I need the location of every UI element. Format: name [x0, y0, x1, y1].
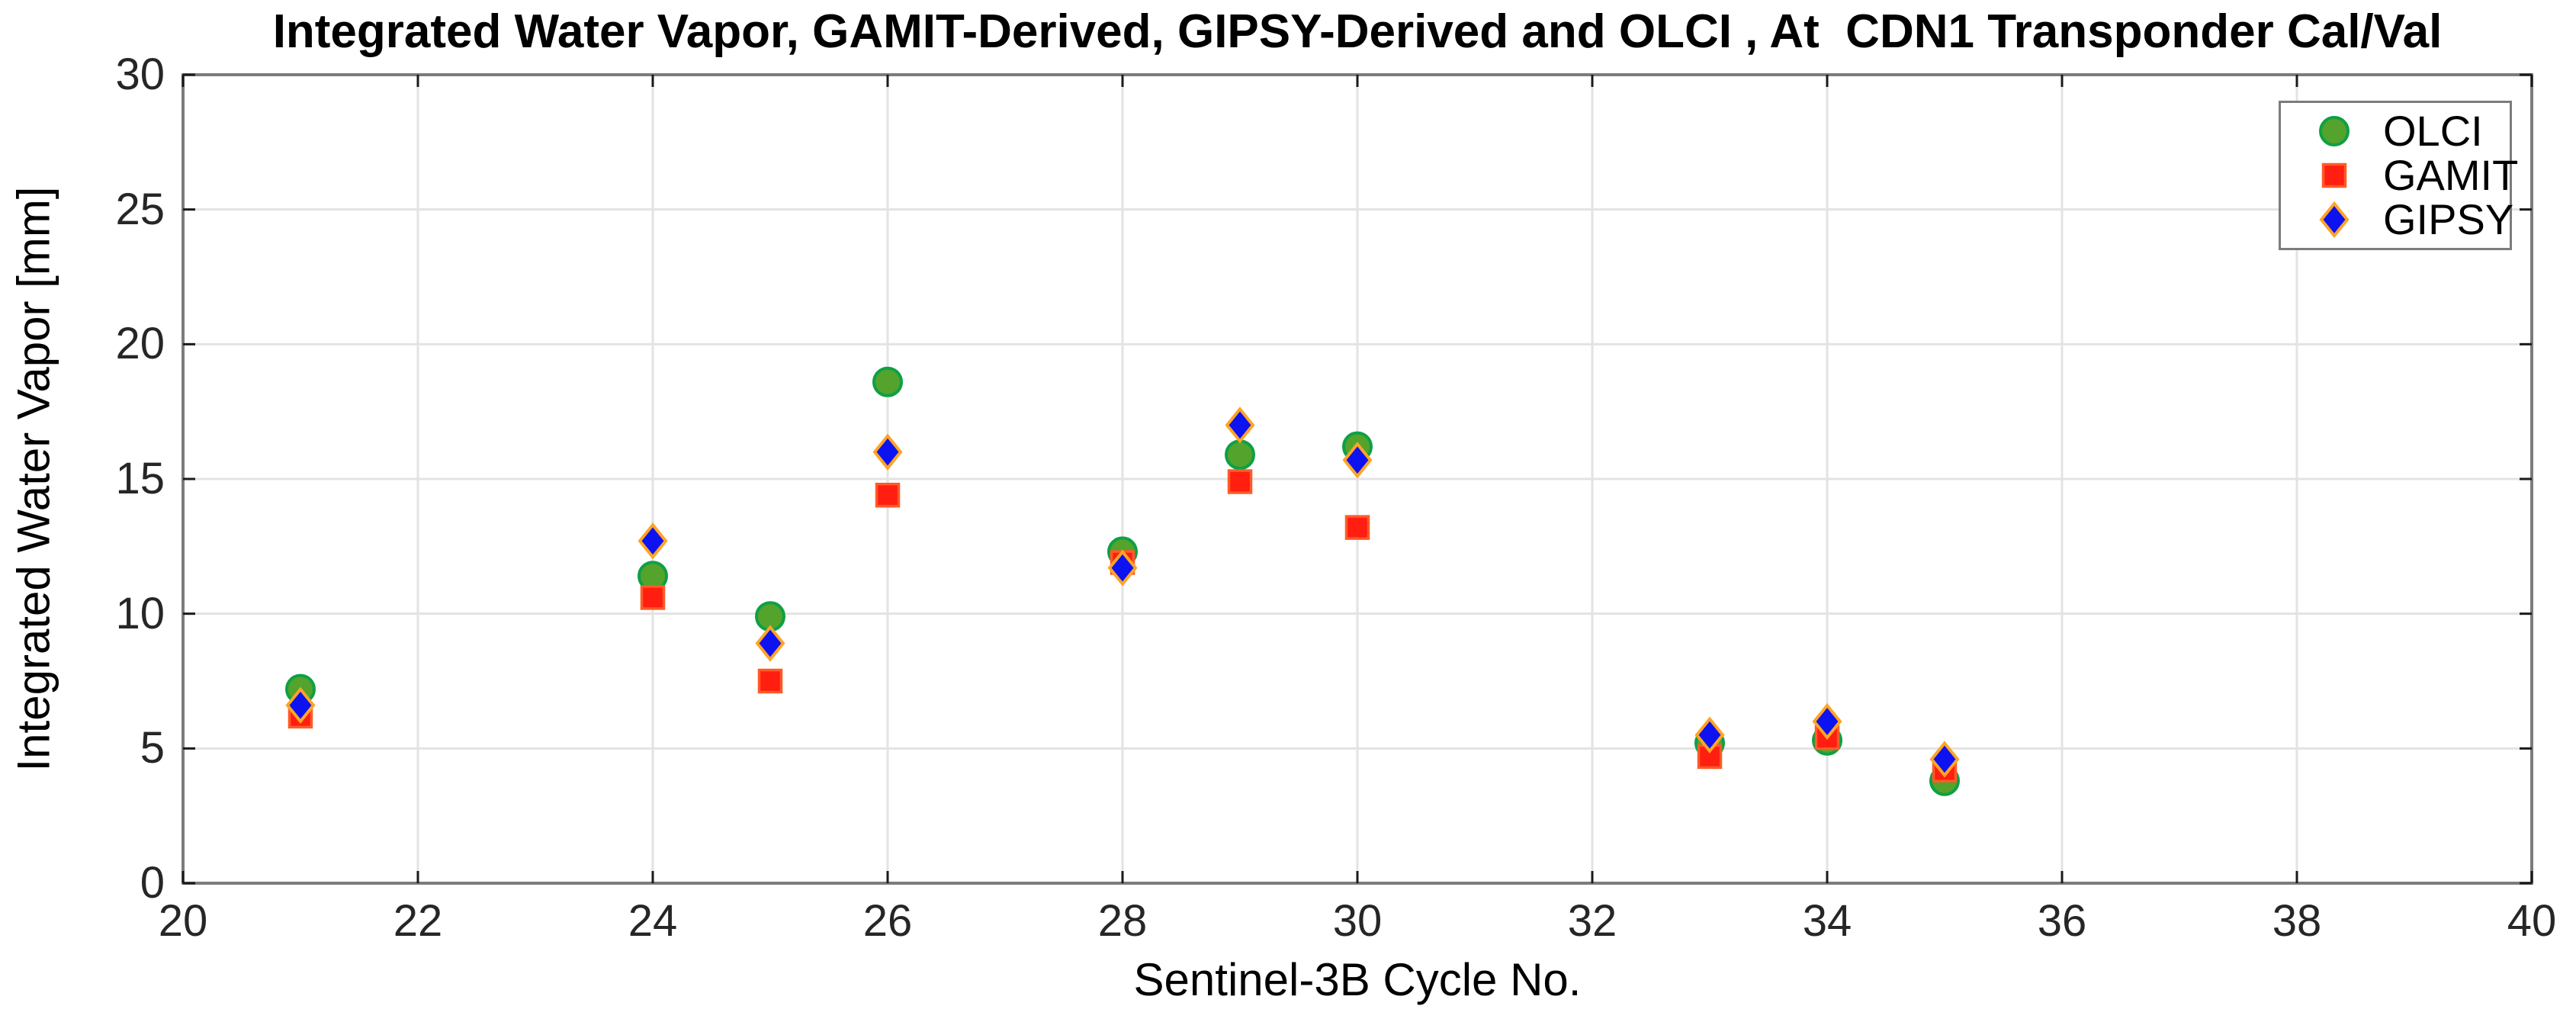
circle-marker-glyph: [2319, 116, 2350, 146]
legend: OLCI GAMIT GIPSY: [2279, 101, 2518, 250]
x-tick-label: 36: [2037, 896, 2087, 946]
data-point-gipsy: [1225, 407, 1255, 444]
legend-label: GIPSY: [2383, 195, 2514, 243]
x-tick-label: 20: [158, 896, 208, 946]
x-tick-label: 32: [1567, 896, 1617, 946]
plot-area: [181, 73, 2533, 885]
y-tick-label: 5: [140, 723, 165, 773]
x-tick-label: 22: [393, 896, 443, 946]
data-point-gamit: [1344, 515, 1370, 540]
y-tick-label: 0: [140, 858, 165, 908]
x-tick-label: 26: [862, 896, 913, 946]
data-point-gamit: [640, 585, 666, 610]
x-tick-label: 24: [628, 896, 678, 946]
data-point-gamit: [875, 482, 901, 508]
data-point-gipsy: [1694, 716, 1725, 754]
x-tick-label: 38: [2272, 896, 2322, 946]
data-point-gipsy: [1812, 702, 1842, 741]
data-point-olci: [872, 366, 903, 397]
data-point-gipsy: [1342, 442, 1373, 479]
data-point-gipsy: [285, 686, 316, 724]
y-tick-label: 30: [115, 50, 165, 100]
data-point-gipsy: [1107, 549, 1138, 587]
legend-item-gipsy: GIPSY: [2281, 195, 2514, 243]
data-point-gipsy: [638, 522, 668, 560]
chart-title: Integrated Water Vapor, GAMIT-Derived, G…: [272, 5, 2443, 58]
data-point-olci: [1225, 439, 1255, 471]
data-point-gipsy: [872, 433, 903, 471]
diamond-marker-glyph: [2319, 201, 2350, 239]
x-tick-label: 40: [2507, 896, 2557, 946]
data-point-gamit: [757, 668, 783, 694]
x-tick-label: 30: [1332, 896, 1383, 946]
x-tick-label: 34: [1802, 896, 1852, 946]
legend-label: OLCI: [2383, 107, 2483, 155]
x-tick-label: 28: [1097, 896, 1148, 946]
legend-item-olci: OLCI: [2281, 109, 2510, 153]
data-point-gipsy: [1929, 741, 1960, 778]
y-tick-label: 25: [115, 184, 165, 234]
y-tick-label: 15: [115, 454, 165, 504]
legend-item-gamit: GAMIT: [2281, 153, 2518, 198]
y-tick-label: 20: [115, 319, 165, 369]
y-tick-label: 10: [115, 588, 165, 638]
legend-label: GAMIT: [2383, 151, 2519, 199]
data-point-gipsy: [755, 625, 785, 662]
data-point-gamit: [1227, 469, 1253, 494]
square-marker-glyph: [2321, 162, 2347, 188]
square-marker-icon: [2321, 162, 2347, 188]
x-axis-title: Sentinel-3B Cycle No.: [1133, 954, 1582, 1005]
diamond-marker-icon: [2319, 201, 2350, 239]
circle-marker-icon: [2319, 116, 2350, 146]
